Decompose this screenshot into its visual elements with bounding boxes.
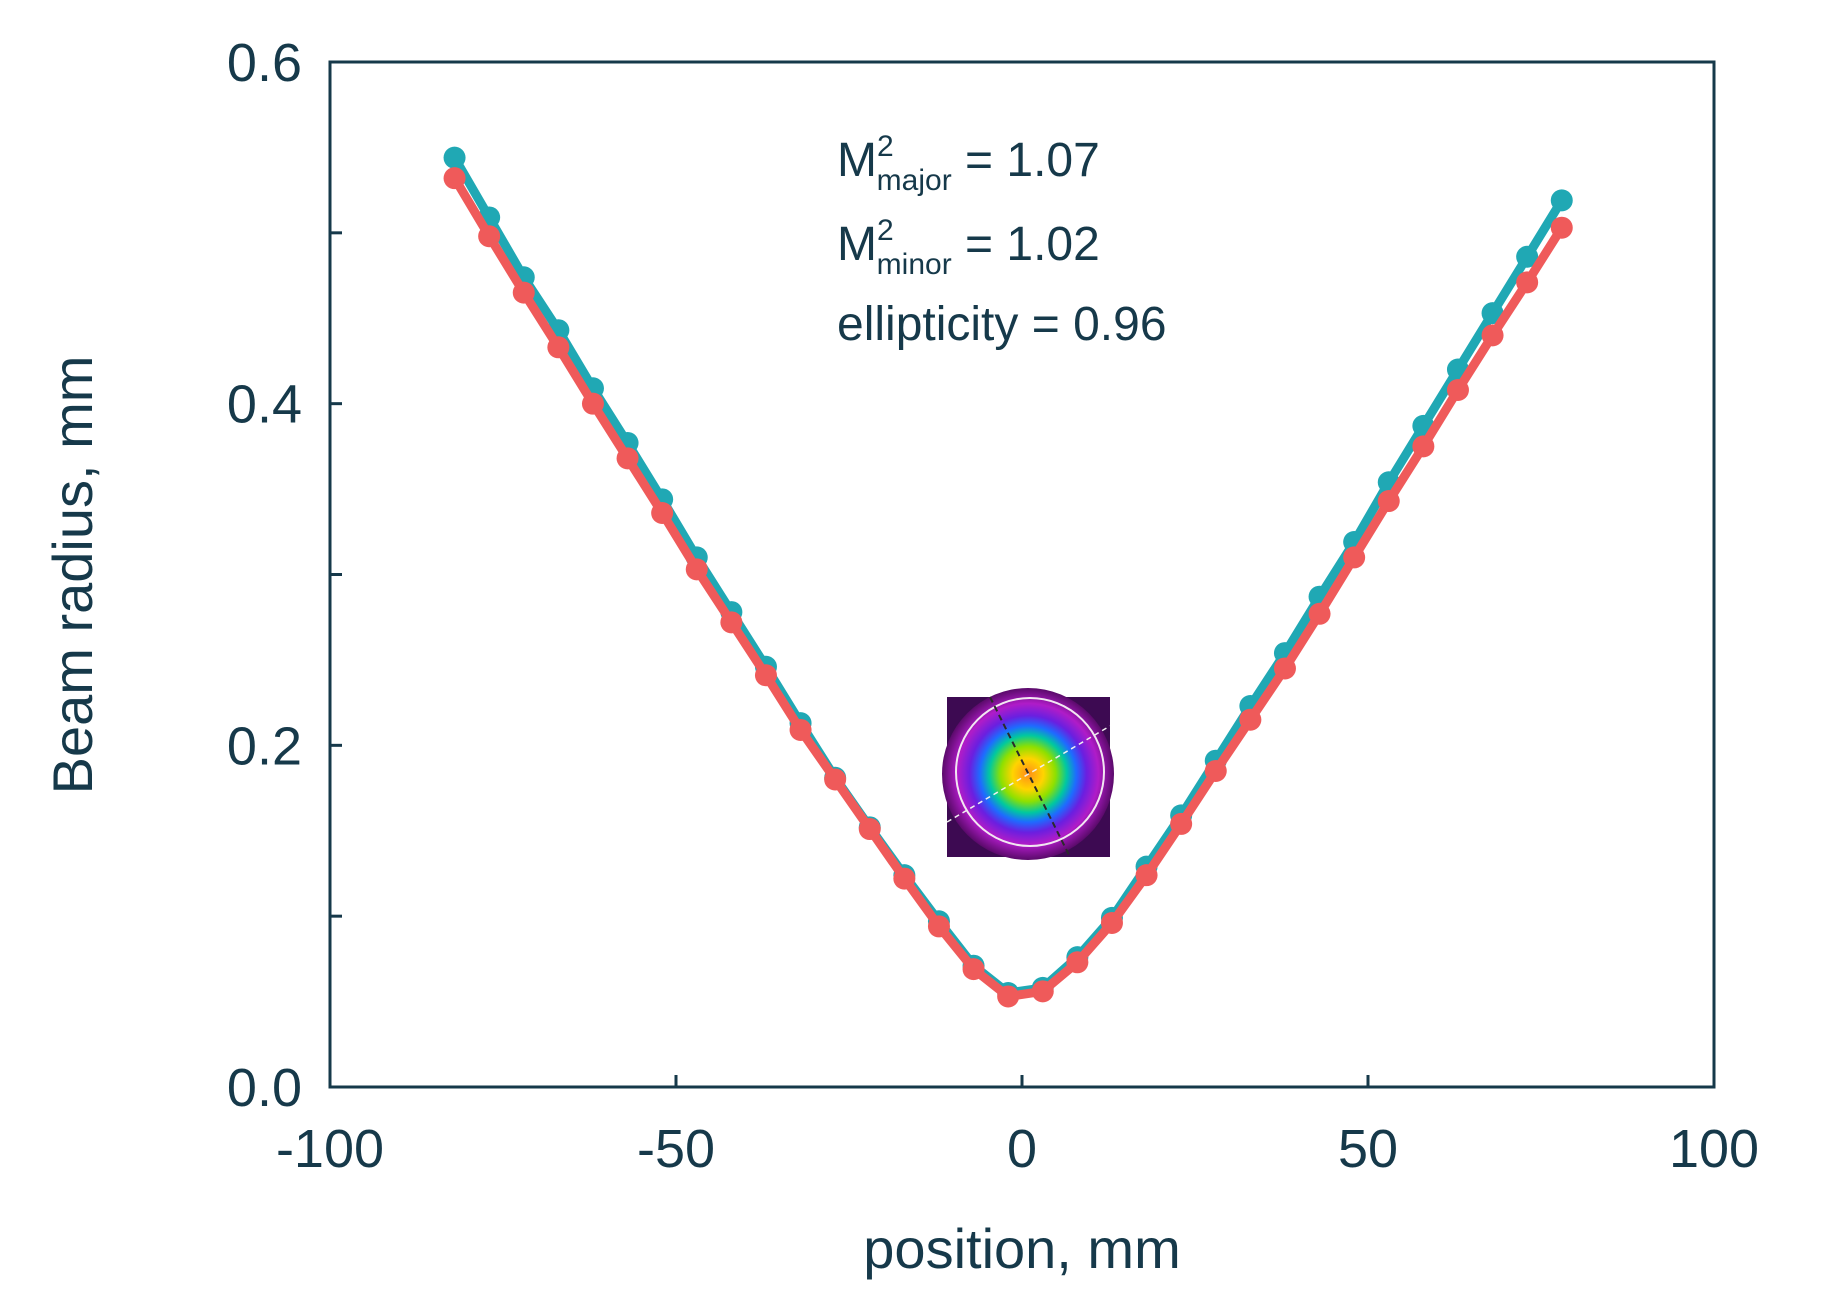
series-1-point (443, 146, 466, 169)
series-1-point (1550, 189, 1573, 212)
series-2-point (1343, 546, 1366, 569)
series-2-point (1066, 951, 1089, 974)
series-1-point (1516, 245, 1539, 268)
series-2-point (962, 958, 985, 981)
series-2-point (1377, 490, 1400, 513)
series-2-point (1550, 216, 1573, 239)
series-2-point (478, 225, 501, 248)
series-2-point (720, 611, 743, 634)
x-tick-label: -50 (637, 1119, 715, 1179)
y-tick-label: 0.4 (227, 375, 302, 435)
series-2-point (754, 664, 777, 687)
series-2-point (443, 167, 466, 190)
series-2-point (512, 281, 535, 304)
series-1-point (1481, 302, 1504, 325)
series-2-point (1135, 864, 1158, 887)
series-2-point (651, 502, 674, 524)
series-2-point (789, 718, 812, 741)
x-tick-label: 100 (1669, 1119, 1759, 1179)
series-2-point (997, 985, 1020, 1008)
series-2-point (1446, 379, 1469, 401)
series-2-point (1170, 812, 1193, 835)
series-2-point (547, 336, 570, 359)
series-2-point (1481, 324, 1504, 347)
series-2-point (858, 818, 881, 841)
series-2-point (893, 867, 916, 890)
series-2-point (1031, 980, 1054, 1003)
series-1 (443, 146, 1573, 1005)
x-axis-label: position, mm (863, 1217, 1180, 1280)
series-2-point (1100, 912, 1123, 934)
series-2-point (1273, 657, 1296, 680)
series-2-point (927, 915, 950, 938)
x-tick-label: 50 (1338, 1119, 1398, 1179)
series-2-point (824, 768, 847, 791)
series-2-point (1516, 271, 1539, 294)
series-2-point (616, 447, 639, 470)
series-2-point (1204, 759, 1227, 782)
y-tick-label: 0.0 (227, 1058, 302, 1118)
series-2-point (1239, 708, 1262, 731)
series-2-point (1412, 435, 1435, 458)
annotation-m2-major: M2 major = 1.07 (837, 130, 1100, 197)
series-2-point (685, 558, 708, 581)
y-tick-label: 0.2 (227, 716, 302, 776)
y-axis-ticks: 0.0 0.2 0.4 0.6 (227, 33, 342, 1118)
series-1-line (450, 153, 1567, 998)
annotation-ellipticity: ellipticity = 0.96 (837, 298, 1167, 351)
y-tick-label: 0.6 (227, 33, 302, 93)
x-tick-label: 0 (1007, 1119, 1037, 1179)
series-2-point (581, 392, 604, 415)
annotation-block: M2 major = 1.07 M2 minor = 1.02 ellipticit… (837, 130, 1167, 351)
series-layer (443, 146, 1573, 1008)
series-2 (443, 167, 1573, 1008)
annotation-m2-minor: M2 minor = 1.02 (837, 214, 1100, 281)
x-axis-ticks: -100 -50 0 50 100 (276, 1075, 1759, 1179)
y-axis-label: Beam radius, mm (41, 356, 104, 795)
series-2-point (1308, 602, 1331, 625)
plot-frame (328, 60, 1716, 1089)
x-tick-label: -100 (276, 1119, 384, 1179)
beam-profile-inset (942, 688, 1114, 860)
